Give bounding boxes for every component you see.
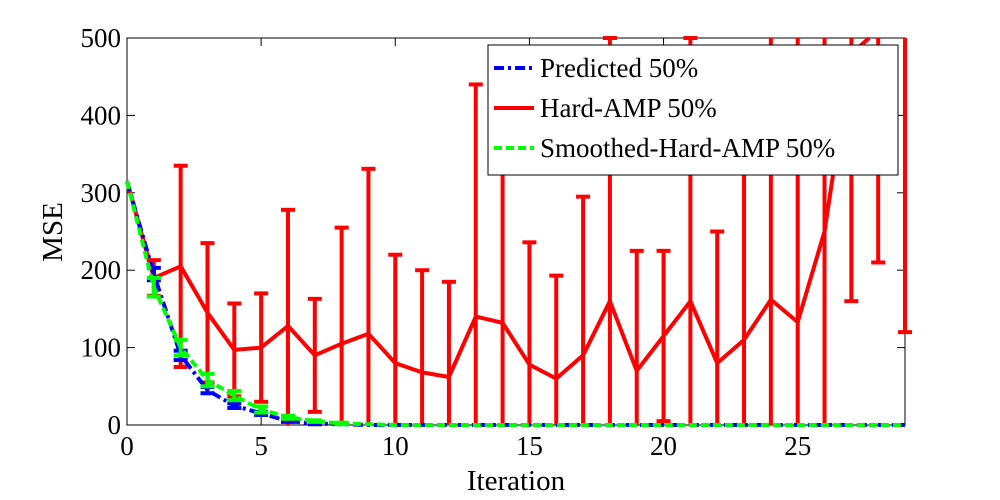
x-tick-label: 25 xyxy=(784,431,811,461)
y-tick-label: 0 xyxy=(108,410,122,440)
y-tick-label: 500 xyxy=(81,23,122,53)
y-tick-label: 200 xyxy=(81,255,122,285)
x-tick-label: 5 xyxy=(254,431,268,461)
y-axis-label: MSE xyxy=(37,202,69,262)
legend-box xyxy=(487,44,899,176)
x-tick-label: 0 xyxy=(120,431,134,461)
legend-label-smoothed: Smoothed-Hard-AMP 50% xyxy=(540,133,835,163)
series-2 xyxy=(125,180,905,427)
x-tick-label: 10 xyxy=(382,431,409,461)
legend: Predicted 50% Hard-AMP 50% Smoothed-Hard… xyxy=(487,44,899,176)
x-tick-label: 15 xyxy=(516,431,543,461)
series-line xyxy=(125,180,905,427)
y-tick-label: 400 xyxy=(81,100,122,130)
series-line xyxy=(125,36,871,381)
x-tick-label: 20 xyxy=(650,431,677,461)
x-axis-label: Iteration xyxy=(467,465,566,497)
legend-label-predicted: Predicted 50% xyxy=(540,53,698,83)
legend-label-hard-amp: Hard-AMP 50% xyxy=(540,93,717,123)
y-tick-label: 100 xyxy=(81,333,122,363)
y-tick-label: 300 xyxy=(81,178,122,208)
